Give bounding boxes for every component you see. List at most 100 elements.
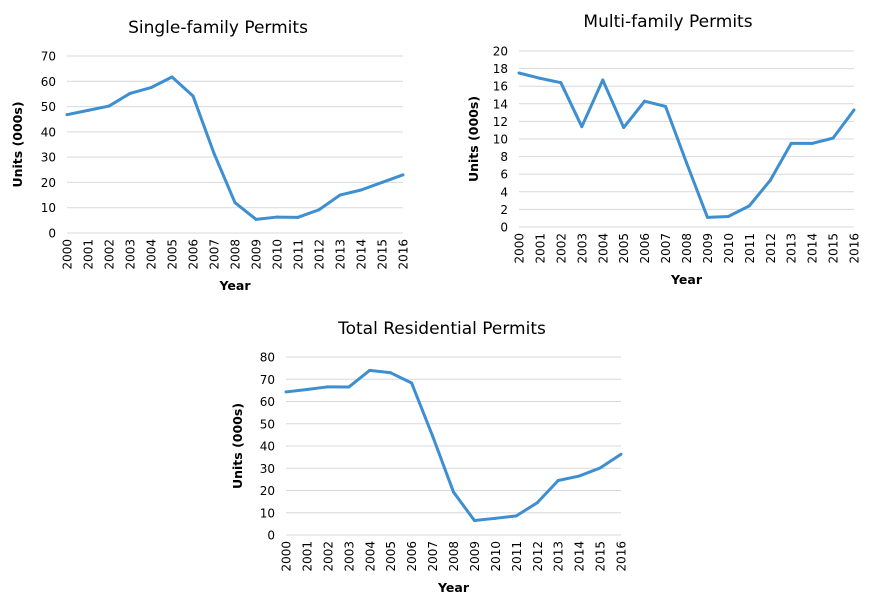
data-point — [493, 516, 497, 520]
x-tick-label: 2014 — [573, 541, 587, 572]
y-tick-label: 60 — [260, 395, 275, 409]
x-tick-label: 2011 — [292, 239, 306, 270]
data-point — [401, 173, 405, 177]
data-point — [380, 180, 384, 184]
x-tick-label: 2010 — [271, 239, 285, 270]
data-point — [810, 141, 814, 145]
y-tick-label: 20 — [260, 484, 275, 498]
y-tick-label: 10 — [260, 506, 275, 520]
x-tick-label: 2006 — [638, 233, 652, 264]
x-tick-label: 2011 — [743, 233, 757, 264]
data-point — [191, 94, 195, 98]
y-tick-label: 50 — [41, 100, 56, 114]
data-point — [284, 390, 288, 394]
data-point — [452, 490, 455, 494]
data-point — [598, 466, 602, 470]
x-tick-label: 2015 — [376, 239, 390, 270]
data-point — [577, 474, 581, 478]
data-point — [664, 104, 668, 108]
y-tick-label: 12 — [493, 115, 508, 129]
data-point — [326, 385, 330, 389]
x-tick-label: 2005 — [617, 233, 631, 264]
x-axis-label: Year — [437, 580, 470, 595]
x-tick-label: 2010 — [722, 233, 736, 264]
data-point — [410, 381, 414, 385]
chart-title: Single-family Permits — [128, 18, 308, 38]
data-point — [65, 113, 69, 117]
chart-2: Total Residential Permits 0 10 20 30 40 50 60 70… — [230, 319, 629, 595]
x-tick-label: 2006 — [187, 239, 201, 270]
data-point — [517, 71, 521, 75]
x-tick-label: 2012 — [531, 541, 545, 572]
y-axis-label: Units (000s) — [466, 96, 481, 182]
data-point — [768, 178, 772, 182]
y-axis-label: Units (000s) — [230, 403, 245, 489]
data-point — [747, 204, 751, 208]
y-tick-label: 0 — [500, 221, 508, 235]
x-tick-label: 2001 — [82, 239, 96, 270]
x-tick-label: 2000 — [280, 541, 294, 572]
data-point — [107, 104, 111, 108]
y-axis-label: Units (000s) — [10, 101, 25, 187]
x-tick-label: 2016 — [848, 233, 862, 264]
x-tick-label: 2013 — [785, 233, 799, 264]
x-tick-label: 2000 — [513, 233, 527, 264]
x-tick-label: 2005 — [166, 239, 180, 270]
chart-title: Multi-family Permits — [583, 12, 752, 32]
x-tick-label: 2012 — [313, 239, 327, 270]
y-tick-label: 0 — [267, 529, 275, 543]
data-point — [233, 201, 237, 205]
data-point — [368, 368, 372, 372]
data-point — [305, 387, 309, 391]
y-tick-label: 60 — [41, 75, 56, 89]
y-tick-label: 20 — [41, 176, 56, 190]
data-point — [685, 161, 688, 165]
x-tick-label: 2008 — [680, 233, 694, 264]
data-point — [359, 188, 363, 192]
x-tick-label: 2007 — [659, 233, 673, 264]
x-tick-label: 2003 — [575, 233, 589, 264]
y-tick-label: 8 — [500, 150, 508, 164]
x-tick-label: 2007 — [426, 541, 440, 572]
y-tick-label: 40 — [41, 125, 56, 139]
x-tick-label: 2001 — [533, 233, 547, 264]
data-point — [296, 215, 300, 219]
data-point — [338, 193, 342, 197]
x-axis-label: Year — [670, 272, 703, 287]
y-tick-label: 16 — [493, 80, 508, 94]
y-tick-label: 40 — [260, 440, 275, 454]
y-tick-label: 0 — [48, 227, 56, 241]
y-tick-label: 6 — [500, 168, 508, 182]
y-tick-label: 30 — [41, 151, 56, 165]
y-tick-label: 10 — [41, 201, 56, 215]
x-axis-label: Year — [219, 278, 252, 293]
y-tick-label: 30 — [260, 462, 275, 476]
x-tick-label: 2002 — [321, 541, 335, 572]
x-tick-label: 2013 — [552, 541, 566, 572]
data-point — [601, 78, 605, 82]
data-point — [347, 385, 351, 389]
data-point — [212, 151, 216, 155]
x-tick-label: 2015 — [827, 233, 841, 264]
y-tick-label: 70 — [260, 373, 275, 387]
x-tick-label: 2009 — [701, 233, 715, 264]
data-point — [619, 452, 623, 456]
y-tick-label: 70 — [41, 50, 56, 64]
data-point — [86, 108, 90, 112]
y-tick-label: 18 — [493, 62, 508, 76]
x-tick-label: 2014 — [355, 239, 369, 270]
data-point — [317, 208, 321, 212]
y-tick-label: 14 — [493, 97, 508, 111]
x-tick-label: 2004 — [596, 233, 610, 264]
x-tick-label: 2016 — [615, 541, 629, 572]
x-tick-label: 2008 — [447, 541, 461, 572]
x-tick-label: 2013 — [334, 239, 348, 270]
data-point — [831, 136, 835, 140]
x-tick-label: 2000 — [61, 239, 75, 270]
data-point — [556, 478, 560, 482]
y-tick-label: 2 — [500, 203, 508, 217]
data-point — [128, 91, 132, 95]
chart-1: Multi-family Permits 0 2 4 6 8 10 12 14 16 18 20 200… — [466, 12, 862, 287]
x-tick-label: 2009 — [250, 239, 264, 270]
data-point — [254, 217, 258, 221]
